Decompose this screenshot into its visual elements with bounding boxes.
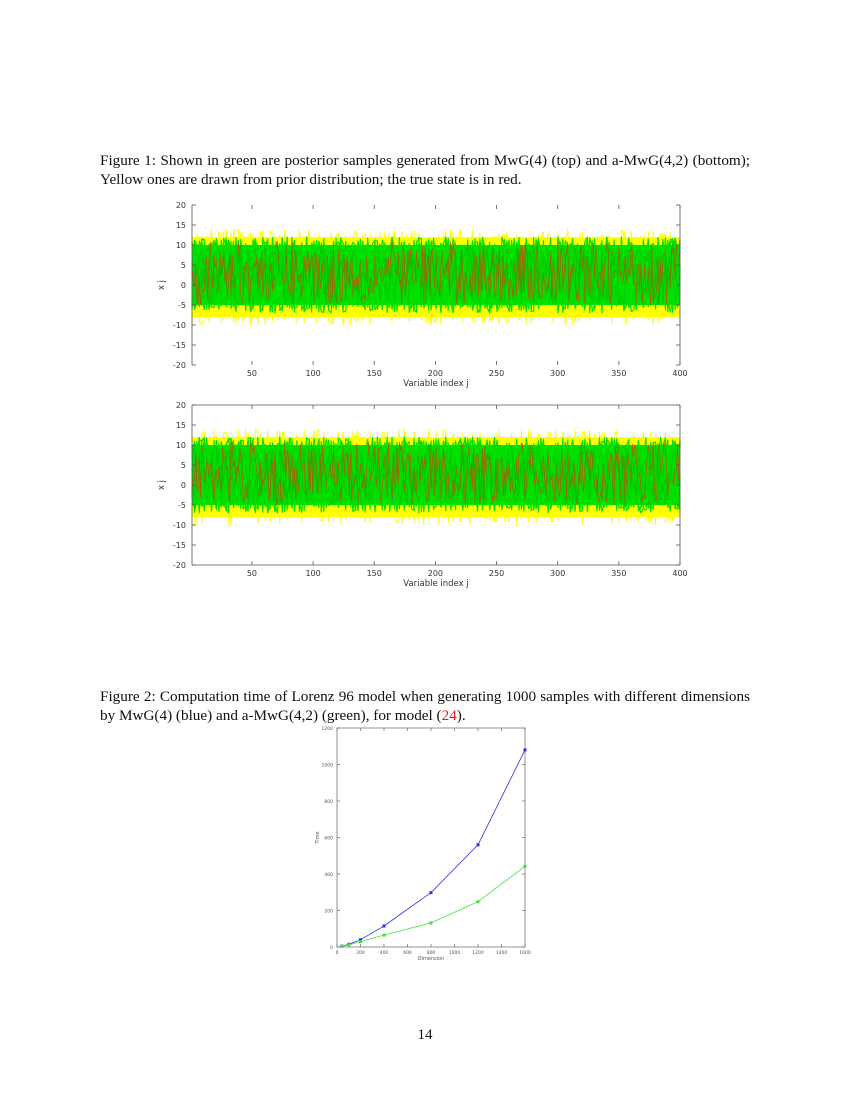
figure1-caption-text: Shown in green are posterior samples gen…: [100, 152, 751, 188]
svg-text:-20: -20: [173, 361, 186, 370]
svg-text:350: 350: [611, 369, 626, 378]
svg-text:200: 200: [324, 909, 333, 915]
svg-text:1600: 1600: [519, 950, 531, 956]
svg-text:1200: 1200: [472, 950, 484, 956]
svg-text:15: 15: [176, 421, 186, 430]
svg-text:0: 0: [336, 950, 339, 956]
svg-text:400: 400: [672, 369, 687, 378]
figure1-top-chart: -20 -15 -10 -5 0 5 10 15 20 50 100 150 200 250 300 350 4…: [157, 201, 688, 389]
figure1-bottom-plot: -20 -15 -10 -5 0 5 10 15 20 50 100 150 200 250 300 350 4…: [150, 395, 700, 590]
svg-text:Variable index j: Variable index j: [403, 379, 468, 389]
svg-text:350: 350: [611, 569, 626, 578]
svg-text:300: 300: [550, 369, 565, 378]
page-number: 14: [417, 1027, 433, 1043]
figure2-caption-label: Figure 2:: [100, 688, 156, 705]
svg-text:1000: 1000: [322, 763, 334, 769]
svg-text:200: 200: [428, 569, 443, 578]
figure1-caption-label: Figure 1:: [100, 152, 156, 169]
svg-text:400: 400: [672, 569, 687, 578]
svg-text:100: 100: [305, 569, 320, 578]
svg-text:200: 200: [356, 950, 365, 956]
svg-text:1200: 1200: [322, 726, 334, 732]
svg-text:0: 0: [330, 945, 333, 951]
svg-text:250: 250: [489, 369, 504, 378]
svg-text:300: 300: [550, 569, 565, 578]
svg-text:-5: -5: [178, 501, 186, 510]
svg-text:20: 20: [176, 201, 186, 210]
svg-text:x j: x j: [157, 280, 167, 290]
svg-text:5: 5: [181, 461, 186, 470]
svg-text:0: 0: [181, 281, 186, 290]
figure1-top-plot: -20 -15 -10 -5 0 5 10 15 20 50 100 150 200 250 300 350 4…: [150, 195, 700, 390]
svg-text:Dimension: Dimension: [418, 956, 445, 962]
svg-text:400: 400: [324, 872, 333, 878]
svg-text:200: 200: [428, 369, 443, 378]
svg-text:Time: Time: [315, 831, 321, 844]
svg-text:0: 0: [181, 481, 186, 490]
svg-text:600: 600: [324, 836, 333, 842]
figure2-caption-text-end: ).: [456, 707, 466, 724]
svg-text:100: 100: [305, 369, 320, 378]
svg-text:20: 20: [176, 401, 186, 410]
svg-text:10: 10: [176, 441, 186, 450]
svg-text:-10: -10: [173, 521, 186, 530]
svg-text:15: 15: [176, 221, 186, 230]
svg-text:600: 600: [403, 950, 412, 956]
svg-text:50: 50: [247, 369, 257, 378]
svg-text:10: 10: [176, 241, 186, 250]
svg-text:-5: -5: [178, 301, 186, 310]
svg-text:400: 400: [380, 950, 389, 956]
svg-text:-20: -20: [173, 561, 186, 570]
svg-text:x j: x j: [157, 480, 167, 490]
equation-reference-link[interactable]: 24: [441, 707, 457, 724]
svg-text:1000: 1000: [449, 950, 461, 956]
svg-text:1400: 1400: [496, 950, 508, 956]
figure2-caption-text: Computation time of Lorenz 96 model when…: [100, 688, 751, 724]
svg-text:800: 800: [427, 950, 436, 956]
figure2-chart: 0 200 400 600 800 1000 1200 0 200 400 600 800 1000 12…: [315, 726, 531, 962]
figure1-caption: Figure 1: Shown in green are posterior s…: [100, 151, 750, 189]
figure1-bottom-chart: -20 -15 -10 -5 0 5 10 15 20 50 100 150 200 250 300 350 4…: [157, 401, 688, 589]
svg-text:-15: -15: [173, 341, 186, 350]
svg-text:-15: -15: [173, 541, 186, 550]
svg-text:Variable index j: Variable index j: [403, 579, 468, 589]
svg-text:800: 800: [324, 799, 333, 805]
svg-text:50: 50: [247, 569, 257, 578]
svg-text:150: 150: [367, 369, 382, 378]
svg-text:150: 150: [367, 569, 382, 578]
svg-text:-10: -10: [173, 321, 186, 330]
figure2-caption: Figure 2: Computation time of Lorenz 96 …: [100, 687, 750, 725]
svg-text:250: 250: [489, 569, 504, 578]
svg-text:5: 5: [181, 261, 186, 270]
figure2-plot: 0 200 400 600 800 1000 1200 0 200 400 600 800 1000 12…: [305, 722, 540, 962]
